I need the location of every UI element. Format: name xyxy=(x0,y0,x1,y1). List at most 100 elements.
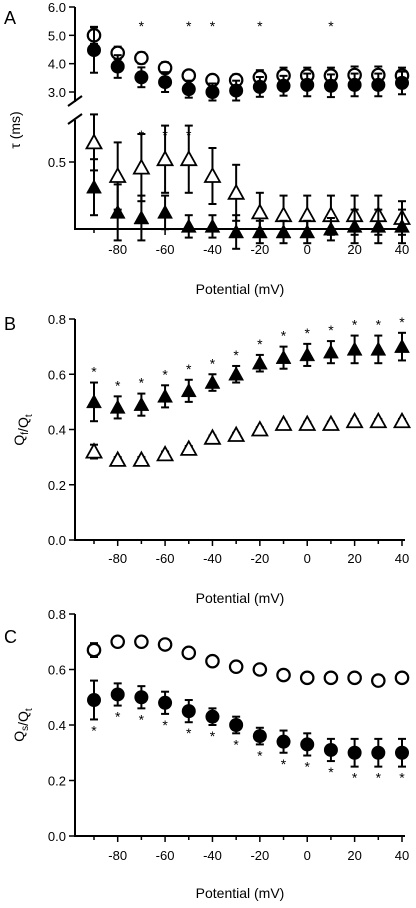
panel-c: C 0.0 0.2 0.4 0.6 0.8 -80 -60 -40 -20 0 20 40 Potenti… xyxy=(4,607,410,901)
y-tick-label: 0.8 xyxy=(48,312,66,327)
filled-circle-marker xyxy=(323,78,338,93)
y-axis-label: Qf/Qt xyxy=(11,414,35,445)
marker-circle xyxy=(299,670,315,686)
x-tick-label: 40 xyxy=(395,848,409,863)
marker-triangle xyxy=(274,414,293,431)
series-filled-circle xyxy=(87,679,409,768)
filled-triangle-marker xyxy=(275,223,292,239)
y-tick-label: 6.0 xyxy=(48,0,66,15)
filled-triangle-marker xyxy=(370,341,387,356)
significance-star: * xyxy=(162,127,168,143)
marker-triangle xyxy=(369,411,388,429)
open-circle-marker xyxy=(323,670,339,686)
open-triangle-marker xyxy=(108,166,127,183)
series-open-circle xyxy=(86,634,410,688)
x-tick-label: -60 xyxy=(156,848,175,863)
series-filled-triangle xyxy=(86,158,410,250)
filled-circle-marker xyxy=(87,693,101,708)
open-triangle-marker xyxy=(274,414,293,431)
filled-triangle-marker xyxy=(228,366,245,381)
y-tick-label: 0.2 xyxy=(48,774,66,789)
marker-circle xyxy=(158,695,173,710)
series-open-triangle xyxy=(84,411,412,467)
marker-circle xyxy=(110,634,125,650)
significance-star: * xyxy=(257,18,263,34)
x-axis: -80 -60 -40 -20 0 20 40 Potential (mV) xyxy=(75,835,409,901)
marker-circle xyxy=(87,693,101,708)
filled-triangle-marker xyxy=(133,396,150,411)
panel-a: A 3.0 4.0 5.0 6.0 0.5 τ (ms) -80 -60 -40 -20 0 20 40 P… xyxy=(4,0,412,297)
marker-circle xyxy=(181,704,196,719)
significance-star: * xyxy=(399,770,405,786)
marker-triangle xyxy=(370,341,387,356)
open-triangle-marker xyxy=(84,133,104,150)
marker-circle xyxy=(347,670,362,686)
marker-triangle xyxy=(132,158,151,175)
filled-circle-marker xyxy=(252,729,267,744)
significance-star: * xyxy=(139,127,145,143)
x-tick-label: 0 xyxy=(304,242,311,257)
open-triangle-marker xyxy=(203,166,222,183)
open-triangle-marker xyxy=(250,420,269,437)
marker-circle xyxy=(181,645,197,661)
x-tick-label: -40 xyxy=(203,848,222,863)
marker-triangle xyxy=(250,203,269,220)
series-filled-triangle xyxy=(86,331,410,423)
marker-triangle xyxy=(322,221,339,236)
marker-circle xyxy=(229,718,244,732)
y-axis-label-part: Q xyxy=(11,435,27,446)
filled-circle-marker xyxy=(205,709,220,724)
filled-circle-marker xyxy=(300,77,315,92)
open-triangle-marker xyxy=(298,205,317,223)
open-triangle-marker xyxy=(392,411,412,429)
filled-triangle-marker xyxy=(157,388,174,403)
filled-circle-marker xyxy=(181,82,196,97)
marker-circle xyxy=(300,77,315,92)
x-axis-label: Potential (mV) xyxy=(196,281,285,297)
filled-triangle-marker xyxy=(204,218,221,233)
x-tick-label: -20 xyxy=(250,551,269,566)
marker-circle xyxy=(228,659,244,675)
significance-star: * xyxy=(115,377,121,393)
open-circle-marker xyxy=(157,637,173,652)
open-circle-marker xyxy=(228,659,244,675)
open-circle-marker xyxy=(252,662,268,677)
marker-triangle xyxy=(157,204,174,219)
marker-circle xyxy=(395,75,409,90)
x-tick-label: -60 xyxy=(156,551,175,566)
marker-circle xyxy=(110,59,125,74)
marker-circle xyxy=(205,709,220,724)
significance-star: * xyxy=(257,336,263,352)
x-tick-label: 20 xyxy=(347,551,361,566)
x-axis: -80 -60 -40 -20 0 20 40 Potential (mV) xyxy=(75,539,409,606)
marker-circle xyxy=(347,77,362,92)
marker-triangle xyxy=(84,133,104,150)
marker-triangle xyxy=(322,344,339,359)
marker-triangle xyxy=(250,420,269,437)
marker-triangle xyxy=(109,204,126,219)
filled-triangle-marker xyxy=(180,382,197,398)
significance-star: * xyxy=(186,725,192,741)
marker-circle xyxy=(371,745,386,760)
marker-triangle xyxy=(275,223,292,239)
marker-triangle xyxy=(180,382,197,398)
y-axis-label: Qs/Qt xyxy=(11,708,35,742)
open-triangle-marker xyxy=(132,450,151,467)
open-triangle-marker xyxy=(179,149,198,167)
y-axis-label-part: Q xyxy=(11,731,27,742)
y-tick-label: 0.5 xyxy=(48,155,66,170)
panel-b: B 0.0 0.2 0.4 0.6 0.8 -80 -60 -40 -20 0 20 40 Potenti… xyxy=(4,312,412,606)
significance-star: * xyxy=(281,756,287,772)
significance-star: * xyxy=(186,127,192,143)
filled-circle-marker xyxy=(395,745,409,760)
significance-star: * xyxy=(305,325,311,341)
marker-triangle xyxy=(251,223,268,239)
filled-circle-marker xyxy=(229,718,244,732)
open-triangle-marker xyxy=(156,445,175,462)
marker-circle xyxy=(252,662,268,677)
marker-circle xyxy=(205,653,220,669)
y-axis-label-part: f xyxy=(20,432,31,435)
open-triangle-marker xyxy=(321,414,340,431)
open-triangle-marker xyxy=(227,183,246,200)
x-tick-label: -20 xyxy=(250,242,269,257)
